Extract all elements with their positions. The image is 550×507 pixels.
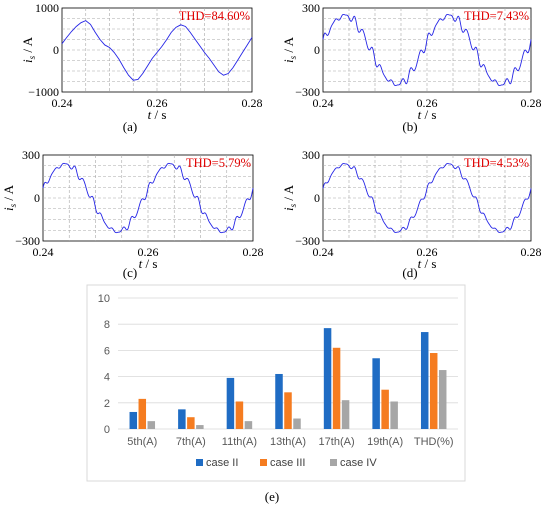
bar-category-label: 5th(A) xyxy=(127,436,157,448)
y-axis-label: is / A xyxy=(20,36,37,63)
x-tick-label: 0.24 xyxy=(33,245,54,259)
legend-label: case III xyxy=(270,457,305,469)
bar-y-tick-label: 10 xyxy=(98,293,110,305)
current-waveform-a xyxy=(61,20,253,81)
y-tick-label: 300 xyxy=(302,148,320,162)
y-tick-label: −300 xyxy=(295,234,320,248)
y-axis-label: is / A xyxy=(281,36,298,63)
current-waveform-d xyxy=(322,163,532,233)
panel-label-a: (a) xyxy=(123,119,137,134)
thd-annotation-b: THD=7.43% xyxy=(464,9,529,23)
y-tick-label: 0 xyxy=(34,191,40,205)
bar-y-tick-label: 0 xyxy=(104,424,110,436)
x-tick-label: 0.26 xyxy=(147,96,168,110)
bar-case-II-5th(A) xyxy=(129,411,138,429)
y-tick-label: 0 xyxy=(314,43,320,57)
bar-case-III-THD(%) xyxy=(429,353,438,429)
thd-annotation-a: THD=84.60% xyxy=(179,9,250,23)
bar-case-II-13th(A) xyxy=(275,373,283,429)
y-tick-label: 0 xyxy=(53,43,59,57)
bar-y-tick-label: 8 xyxy=(104,319,110,331)
bar-case-II-7th(A) xyxy=(178,409,186,429)
y-tick-label: 0 xyxy=(314,191,320,205)
x-axis-label: t / s xyxy=(148,107,167,122)
x-axis-label: t / s xyxy=(139,256,158,271)
bar-case-II-THD(%) xyxy=(420,332,429,429)
bar-y-tick-label: 6 xyxy=(104,345,110,357)
bar-case-II-11th(A) xyxy=(226,377,235,429)
panel-label-b: (b) xyxy=(402,119,417,134)
y-tick-label: 300 xyxy=(302,1,320,15)
panel-label-d: (d) xyxy=(402,265,417,280)
thd-annotation-c: THD=5.79% xyxy=(186,156,251,170)
x-tick-label: 0.28 xyxy=(521,96,542,110)
x-tick-label: 0.28 xyxy=(243,245,264,259)
bar-category-label: 17th(A) xyxy=(319,436,355,448)
thd-annotation-d: THD=4.53% xyxy=(464,156,529,170)
bar-category-label: 19th(A) xyxy=(367,436,403,448)
legend-swatch xyxy=(196,459,203,466)
y-tick-label: −1000 xyxy=(28,85,59,99)
y-tick-label: 300 xyxy=(22,148,40,162)
bar-category-label: 13th(A) xyxy=(270,436,306,448)
x-tick-label: 0.28 xyxy=(242,96,263,110)
legend-label: case IV xyxy=(340,457,377,469)
bar-y-tick-label: 2 xyxy=(104,398,110,410)
legend-label: case II xyxy=(206,457,238,469)
x-tick-label: 0.26 xyxy=(417,96,438,110)
bar-case-II-19th(A) xyxy=(372,358,380,429)
bar-case-IV-19th(A) xyxy=(390,401,398,429)
bar-case-III-11th(A) xyxy=(235,401,244,429)
bar-y-tick-label: 4 xyxy=(104,372,110,384)
x-axis-label: t / s xyxy=(418,256,437,271)
bar-case-III-5th(A) xyxy=(138,398,147,429)
bar-case-IV-7th(A) xyxy=(196,425,204,429)
current-waveform-b xyxy=(322,13,532,87)
bar-case-III-13th(A) xyxy=(284,392,292,429)
y-tick-label: 1000 xyxy=(35,1,59,15)
bar-case-IV-13th(A) xyxy=(293,418,301,429)
x-tick-label: 0.26 xyxy=(138,245,159,259)
bar-case-IV-11th(A) xyxy=(244,421,253,429)
bar-case-III-19th(A) xyxy=(381,389,389,429)
x-axis-label: t / s xyxy=(418,107,437,122)
bar-case-IV-17th(A) xyxy=(341,400,350,429)
bar-case-III-17th(A) xyxy=(332,347,341,429)
bar-case-II-17th(A) xyxy=(323,328,332,429)
y-tick-label: −300 xyxy=(295,85,320,99)
legend-swatch xyxy=(330,459,337,466)
x-tick-label: 0.24 xyxy=(52,96,73,110)
bar-category-label: THD(%) xyxy=(414,436,454,448)
panel-label-c: (c) xyxy=(123,265,137,280)
bar-case-IV-5th(A) xyxy=(147,421,156,429)
x-tick-label: 0.24 xyxy=(313,245,334,259)
x-tick-label: 0.28 xyxy=(521,245,542,259)
current-waveform-c xyxy=(42,162,254,234)
x-tick-label: 0.24 xyxy=(313,96,334,110)
legend-swatch xyxy=(260,459,267,466)
panel-label-e: (e) xyxy=(265,489,279,504)
bar-category-label: 11th(A) xyxy=(222,436,257,448)
bar-case-IV-THD(%) xyxy=(438,370,447,429)
y-tick-label: −300 xyxy=(15,234,40,248)
x-tick-label: 0.26 xyxy=(417,245,438,259)
bar-case-III-7th(A) xyxy=(187,417,195,429)
y-axis-label: is / A xyxy=(281,184,298,211)
bar-category-label: 7th(A) xyxy=(176,436,206,448)
y-axis-label: is / A xyxy=(1,184,18,211)
panel-e: 0 2 4 6 8 10 5th(A) 7th(A) 11th(A) 13th(A) 17th(A)… xyxy=(86,284,466,504)
